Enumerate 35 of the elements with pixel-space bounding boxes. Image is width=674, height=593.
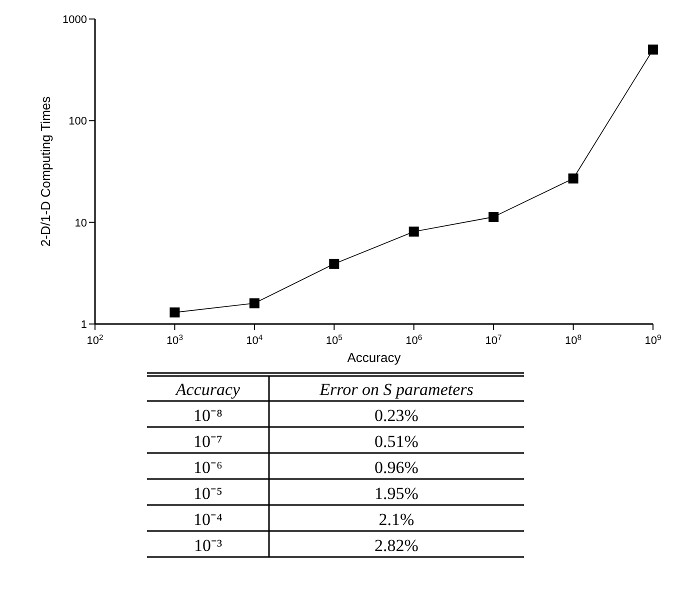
x-tick-label: 10$^{9}$ (644, 332, 662, 347)
y-tick-label: 1 (80, 319, 87, 331)
y-axis-title: 2-D/1-D Computing Times (38, 96, 53, 247)
point (488, 212, 499, 222)
x-tick-label: 10$^{2}$ (86, 332, 104, 347)
point (329, 258, 340, 269)
text: 10⁻⁶ (194, 458, 223, 477)
x-tick-label: 10$^{8}$ (565, 332, 582, 347)
x-tick-label: 10$^{4}$ (246, 332, 264, 347)
text: Accuracy (174, 380, 241, 399)
text: 10⁻⁵ (194, 484, 223, 503)
point (568, 173, 578, 184)
text: 10⁻⁸ (194, 406, 223, 425)
text: 0.23% (374, 406, 418, 425)
text: 10⁻⁴ (194, 510, 223, 529)
text: 1.95% (374, 484, 418, 503)
text: 2.1% (378, 510, 414, 529)
x-tick-label: 10$^{5}$ (326, 332, 342, 347)
text: 0.51% (374, 432, 418, 451)
point (648, 44, 658, 55)
y-tick-label: 100 (68, 116, 87, 128)
x-tick-label: 10$^{7}$ (485, 332, 502, 347)
y-tick-label: 1000 (62, 14, 87, 26)
text: 10⁻³ (194, 536, 222, 555)
x-tick-label: 10$^{6}$ (406, 332, 422, 347)
point (408, 226, 419, 237)
text: 10⁻⁷ (194, 432, 223, 451)
y-tick-label: 10 (74, 217, 87, 230)
text: 0.96% (374, 458, 418, 477)
text: Error on S parameters (318, 380, 474, 399)
point (249, 298, 260, 308)
x-axis-title: Accuracy (347, 350, 402, 365)
point (170, 307, 180, 318)
text: 2.82% (374, 536, 418, 555)
x-tick-label: 10$^{3}$ (166, 332, 183, 347)
